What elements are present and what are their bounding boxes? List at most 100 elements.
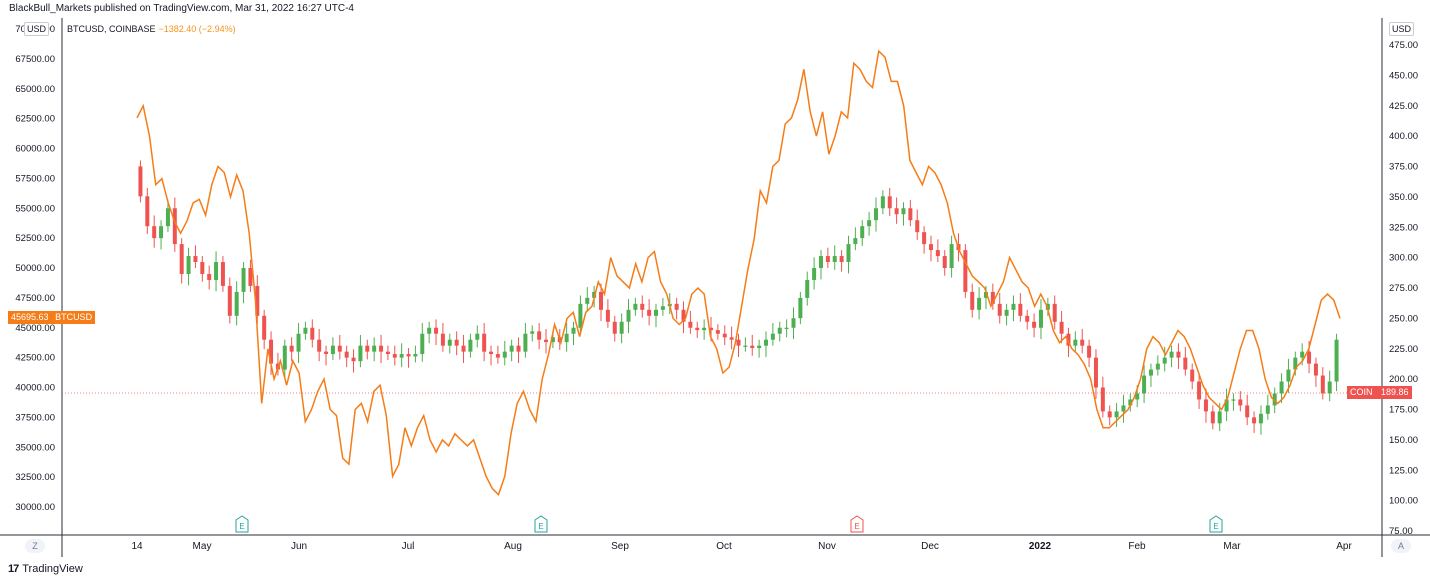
- candle-body: [1258, 413, 1263, 424]
- candle-body: [592, 291, 597, 298]
- right-tick-label: 175.00: [1389, 405, 1418, 416]
- x-tick-label: Dec: [921, 541, 939, 552]
- candle-body: [867, 220, 872, 227]
- candle-body: [702, 327, 707, 331]
- candle-body: [145, 196, 150, 227]
- candle-body: [839, 256, 844, 263]
- candle-body: [812, 268, 817, 280]
- legend-change: −1382.40 (−2.94%): [158, 24, 236, 34]
- candle-body: [220, 262, 225, 286]
- candle-body: [372, 345, 377, 352]
- earnings-marker-icon: [1209, 515, 1223, 533]
- right-tick-label: 250.00: [1389, 313, 1418, 324]
- candle-body: [997, 303, 1002, 316]
- candle-body: [1093, 357, 1098, 388]
- candle-body: [379, 345, 384, 352]
- candle-body: [413, 354, 418, 357]
- right-tick-label: 375.00: [1389, 162, 1418, 173]
- candle-body: [337, 345, 342, 352]
- x-tick-label: Sep: [611, 541, 629, 552]
- tradingview-logo[interactable]: 17 TradingView: [8, 563, 83, 575]
- earnings-marker-icon: [850, 515, 864, 533]
- auto-scale-right-button[interactable]: A: [1391, 539, 1411, 553]
- earnings-marker-icon: [235, 515, 249, 533]
- candle-body: [564, 333, 569, 343]
- x-tick-label: Mar: [1223, 541, 1241, 552]
- x-tick-label: Jul: [402, 541, 415, 552]
- left-tick-label: 65000.00: [15, 84, 55, 95]
- tradingview-brand: TradingView: [22, 563, 83, 575]
- candle-body: [282, 345, 287, 370]
- candle-body: [1121, 405, 1126, 412]
- candle-body: [530, 331, 535, 334]
- publish-info: BlackBull_Markets published on TradingVi…: [9, 3, 354, 14]
- candle-body: [832, 256, 837, 263]
- coin-price-value: 189.86: [1381, 387, 1409, 397]
- candle-body: [750, 345, 755, 349]
- candle-body: [1231, 399, 1236, 401]
- candle-body: [894, 208, 899, 215]
- candle-body: [550, 337, 555, 343]
- candle-body: [262, 315, 267, 340]
- candle-body: [736, 339, 741, 346]
- candle-body: [922, 232, 927, 245]
- candle-body: [317, 339, 322, 352]
- candle-body: [681, 309, 686, 322]
- candle-body: [1252, 417, 1257, 424]
- left-axis-ticks: 70000.0067500.0065000.0062500.0060000.00…: [15, 24, 55, 513]
- candle-body: [489, 351, 494, 355]
- candle-body: [1203, 399, 1208, 412]
- candle-body: [1272, 393, 1277, 406]
- candle-body: [757, 345, 762, 349]
- left-tick-label: 50000.00: [15, 263, 55, 274]
- candle-body: [248, 268, 253, 286]
- candle-body: [1307, 351, 1312, 364]
- candle-body: [784, 327, 789, 329]
- candle-body: [461, 345, 466, 352]
- btc-candles: [138, 160, 1339, 435]
- left-unit-label[interactable]: USD: [24, 22, 50, 36]
- right-tick-label: 400.00: [1389, 131, 1418, 142]
- candle-body: [791, 318, 796, 328]
- left-tick-label: 55000.00: [15, 203, 55, 214]
- candle-body: [977, 297, 982, 310]
- right-tick-label: 125.00: [1389, 465, 1418, 476]
- candle-body: [846, 244, 851, 263]
- right-tick-label: 275.00: [1389, 283, 1418, 294]
- candle-body: [310, 327, 315, 340]
- left-tick-label: 67500.00: [15, 54, 55, 65]
- candle-body: [434, 327, 439, 334]
- candle-body: [537, 331, 542, 340]
- candle-body: [1190, 369, 1195, 382]
- right-unit-label[interactable]: USD: [1389, 22, 1415, 36]
- candle-body: [1018, 303, 1023, 316]
- candle-body: [640, 303, 645, 310]
- candle-body: [475, 333, 480, 340]
- auto-scale-left-button[interactable]: Z: [25, 539, 45, 553]
- candle-body: [798, 297, 803, 319]
- right-tick-label: 150.00: [1389, 435, 1418, 446]
- left-tick-label: 35000.00: [15, 442, 55, 453]
- candle-body: [392, 354, 397, 358]
- candle-body: [214, 262, 219, 280]
- candle-body: [1162, 357, 1167, 364]
- right-tick-label: 450.00: [1389, 70, 1418, 81]
- tradingview-logo-icon: 17: [8, 563, 19, 575]
- candle-body: [983, 291, 988, 298]
- right-tick-label: 225.00: [1389, 344, 1418, 355]
- candle-body: [269, 339, 274, 364]
- candle-body: [709, 327, 714, 331]
- candle-body: [186, 256, 191, 274]
- candle-body: [908, 208, 913, 221]
- candle-body: [963, 250, 968, 292]
- candle-body: [1217, 411, 1222, 424]
- left-tick-label: 40000.00: [15, 383, 55, 394]
- candle-body: [482, 333, 487, 352]
- coin-series-line: [136, 49, 1341, 496]
- candle-body: [578, 303, 583, 328]
- candle-body: [358, 345, 363, 362]
- right-tick-label: 350.00: [1389, 192, 1418, 203]
- candle-body: [523, 333, 528, 352]
- candle-body: [399, 354, 404, 358]
